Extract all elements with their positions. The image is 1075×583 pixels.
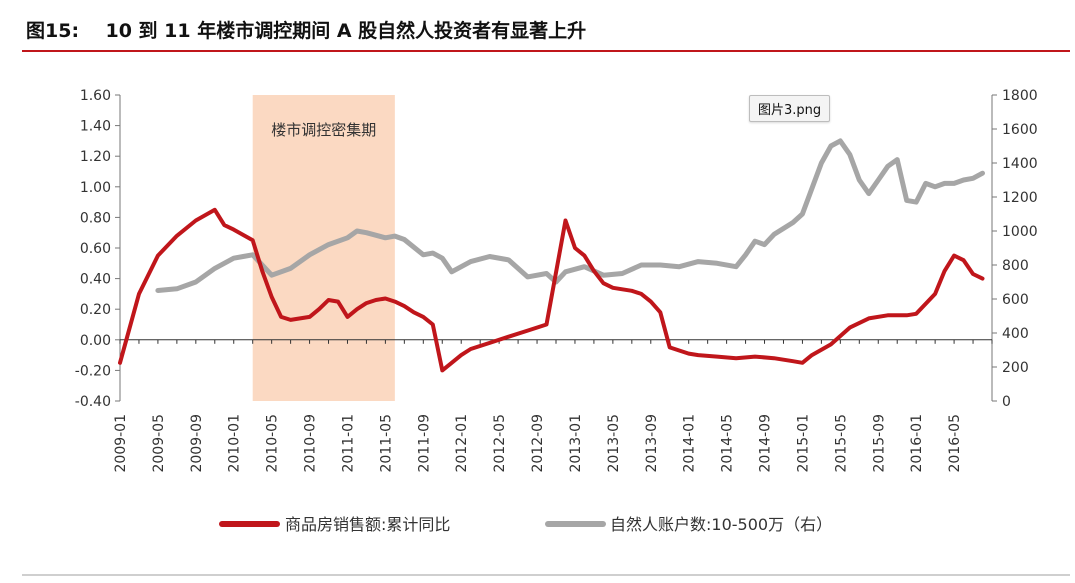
left-axis-tick-label: 0.40	[80, 272, 111, 288]
series-line-accounts	[155, 138, 985, 293]
legend-label: 商品房销售额:累计同比	[285, 515, 450, 534]
right-axis-tick-label: 800	[1002, 258, 1029, 274]
x-axis-tick-label: 2015-09	[871, 414, 887, 473]
x-axis-tick-label: 2012-05	[492, 414, 508, 473]
series-line-sales	[118, 207, 985, 373]
title-divider	[22, 50, 1070, 52]
x-axis-tick-label: 2011-01	[340, 414, 356, 473]
x-axis-tick-label: 2009-05	[151, 414, 167, 473]
left-axis-tick-label: -0.40	[75, 394, 111, 410]
image-filename-tooltip: 图片3.png	[749, 95, 831, 122]
series-layer	[118, 138, 985, 373]
legend: 商品房销售额:累计同比 自然人账户数:10-500万（右）	[219, 515, 832, 534]
x-axis-tick-label: 2016-01	[909, 414, 925, 473]
x-axis-tick-label: 2009-09	[189, 414, 205, 473]
legend-label: 自然人账户数:10-500万（右）	[610, 515, 832, 534]
x-axis-tick-label: 2012-01	[454, 414, 470, 473]
right-axis-tick-label: 1400	[1002, 156, 1038, 172]
left-axis-tick-label: 0.60	[80, 241, 111, 257]
left-axis-tick-label: 1.40	[80, 119, 111, 135]
x-axis-tick-label: 2011-09	[416, 414, 432, 473]
x-axis-tick-label: 2012-09	[530, 414, 546, 473]
left-axis-tick-label: 1.60	[80, 88, 111, 104]
x-axis-tick-label: 2010-09	[303, 414, 319, 473]
x-axis-tick-label: 2009-01	[113, 414, 129, 473]
x-axis-tick-label: 2011-05	[378, 414, 394, 473]
x-axis-tick-label: 2013-05	[606, 414, 622, 473]
x-axis-tick-label: 2010-05	[265, 414, 281, 473]
right-axis-tick-label: 600	[1002, 292, 1029, 308]
axes-layer: 1.60 1.40 1.20 1.00 0.80 0.60 0.40 0.20 0.00 -0.2…	[75, 88, 1038, 473]
x-axis-tick-label: 2013-09	[644, 414, 660, 473]
right-axis-tick-label: 400	[1002, 326, 1029, 342]
left-axis-tick-label: 0.20	[80, 302, 111, 318]
x-axis-tick-label: 2015-01	[795, 414, 811, 473]
left-axis-tick-label: 1.00	[80, 180, 111, 196]
x-axis-tick-label: 2014-05	[720, 414, 736, 473]
right-axis-tick-label: 0	[1002, 394, 1011, 410]
page-title: 图15: 10 到 11 年楼市调控期间 A 股自然人投资者有显著上升	[26, 20, 587, 42]
right-axis-tick-label: 1600	[1002, 122, 1038, 138]
x-axis-tick-label: 2013-01	[568, 414, 584, 473]
x-axis-tick-label: 2010-01	[227, 414, 243, 473]
right-axis-tick-label: 1200	[1002, 190, 1038, 206]
bottom-divider	[22, 574, 1070, 576]
x-axis-tick-label: 2015-05	[833, 414, 849, 473]
x-axis-tick-label: 2014-09	[758, 414, 774, 473]
right-axis-tick-label: 1800	[1002, 88, 1038, 104]
left-axis-tick-label: -0.20	[75, 363, 111, 379]
x-axis-tick-label: 2014-01	[682, 414, 698, 473]
x-axis-tick-label: 2016-05	[947, 414, 963, 473]
right-axis-tick-label: 200	[1002, 360, 1029, 376]
left-axis-tick-label: 0.00	[80, 333, 111, 349]
left-axis-tick-label: 0.80	[80, 210, 111, 226]
right-axis-tick-label: 1000	[1002, 224, 1038, 240]
shaded-region-label: 楼市调控密集期	[271, 121, 376, 139]
left-axis-tick-label: 1.20	[80, 149, 111, 165]
